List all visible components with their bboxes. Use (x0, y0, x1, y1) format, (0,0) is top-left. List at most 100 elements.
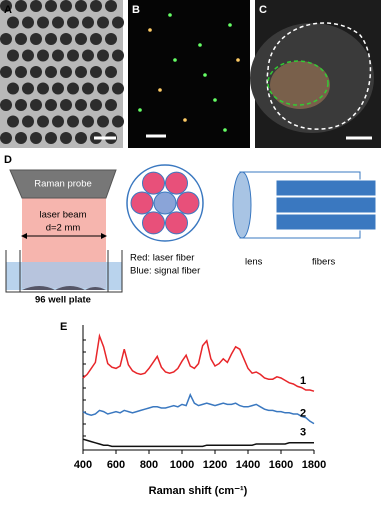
particle (30, 33, 42, 45)
panel-label: B (132, 4, 140, 16)
particle (112, 115, 124, 128)
legend-blue: Blue: signal fiber (130, 266, 200, 277)
fiber (275, 213, 377, 231)
dot (183, 118, 187, 122)
dot (173, 58, 177, 62)
particle (45, 66, 57, 78)
particle (30, 66, 42, 78)
particle (52, 115, 64, 128)
particle (60, 66, 72, 78)
dot (138, 108, 142, 112)
fiber-cross-section (130, 171, 200, 235)
dot (236, 58, 240, 62)
particle (37, 16, 49, 29)
particle (30, 99, 42, 111)
particle (22, 115, 34, 128)
nucleus-signal (270, 61, 330, 109)
particle (0, 99, 12, 111)
particle (15, 99, 27, 111)
particle (105, 99, 117, 111)
dot (148, 28, 152, 32)
nucleus-outline (267, 60, 329, 106)
micrograph-b (128, 0, 250, 148)
particle (60, 99, 72, 111)
panel-label: A (4, 4, 12, 16)
dot (213, 98, 217, 102)
particle (7, 49, 19, 62)
well-liquid (6, 262, 122, 290)
panel-label: E (60, 321, 67, 333)
particle (15, 132, 27, 144)
particle (82, 16, 94, 29)
x-tick-label: 600 (107, 459, 125, 471)
series-label: 1 (300, 375, 306, 387)
particle (67, 16, 79, 29)
particle (60, 132, 72, 144)
x-tick-label: 1800 (302, 459, 326, 471)
particle (112, 82, 124, 95)
particle (75, 0, 87, 12)
dot (168, 13, 172, 17)
particle (82, 49, 94, 62)
particle (82, 115, 94, 128)
series-label: 3 (300, 427, 306, 439)
x-tick-label: 1600 (269, 459, 293, 471)
particle (45, 99, 57, 111)
particle (45, 33, 57, 45)
particle (67, 49, 79, 62)
particle (75, 132, 87, 144)
particle (52, 16, 64, 29)
probe (9, 169, 117, 199)
fluorescent-dots (138, 13, 240, 132)
x-tick-label: 400 (74, 459, 92, 471)
x-tick-label: 800 (140, 459, 158, 471)
particle (112, 49, 124, 62)
x-axis-label: Raman shift (cm⁻¹) (149, 485, 248, 497)
particles (0, 0, 124, 144)
particle (97, 82, 109, 95)
spectrum (82, 438, 314, 448)
probe-label: Raman probe (34, 179, 92, 190)
particle (37, 115, 49, 128)
particle (0, 33, 12, 45)
particle (15, 33, 27, 45)
axes (82, 325, 314, 451)
series-label: 2 (300, 408, 306, 420)
particle (45, 0, 57, 12)
fiber (275, 196, 377, 214)
particle (112, 16, 124, 29)
dot (158, 88, 162, 92)
spectrum (82, 333, 315, 392)
particle (90, 33, 102, 45)
x-tick-label: 1400 (236, 459, 260, 471)
particle (22, 16, 34, 29)
x-tick-label: 1000 (170, 459, 194, 471)
laser-fiber (142, 211, 165, 235)
particle (67, 82, 79, 95)
dot (228, 23, 232, 27)
legend-red: Red: laser fiber (130, 253, 194, 264)
particle (75, 33, 87, 45)
particle (0, 132, 12, 144)
dot (203, 73, 207, 77)
particle (105, 66, 117, 78)
dot (198, 43, 202, 47)
particle (0, 66, 12, 78)
fiber (275, 179, 377, 197)
particle (52, 82, 64, 95)
particle (105, 0, 117, 12)
cell-outline (266, 22, 372, 130)
particle (97, 49, 109, 62)
particle (90, 99, 102, 111)
particle (60, 0, 72, 12)
particle (15, 0, 27, 12)
particle (82, 82, 94, 95)
particle (105, 33, 117, 45)
dot (223, 128, 227, 132)
well-walls (5, 250, 123, 293)
cells (22, 286, 106, 290)
particle (90, 0, 102, 12)
particle (37, 82, 49, 95)
